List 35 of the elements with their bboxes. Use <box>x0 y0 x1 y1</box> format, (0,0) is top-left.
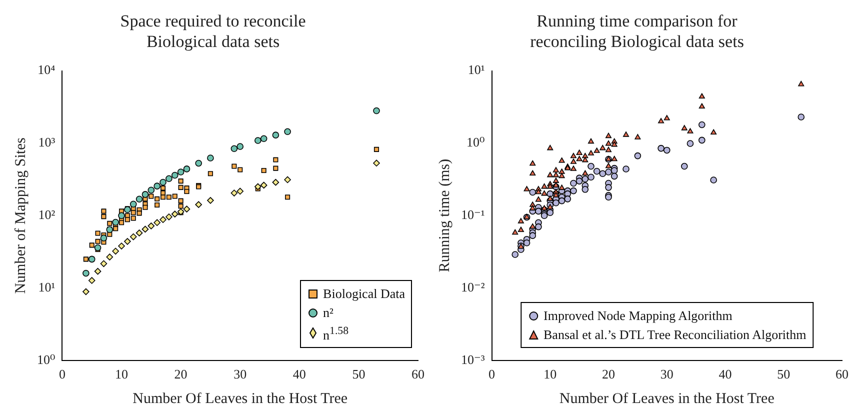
x-tick-label: 60 <box>836 366 848 382</box>
y-tick-label: 10⁴ <box>38 62 56 78</box>
chart-title: Running time comparison for reconciling Biological data sets <box>530 12 744 52</box>
x-tick-label: 30 <box>660 366 674 382</box>
legend-label: n$^{1.58}$ <box>323 324 348 344</box>
x-tick-label: 50 <box>777 366 790 382</box>
y-tick-label: 10² <box>38 207 56 222</box>
legend-label: Bansal et al.’s DTL Tree Reconciliation Algorithm <box>544 326 806 344</box>
x-tick-label: 20 <box>174 366 188 382</box>
y-tick-label: 10⁰ <box>36 352 56 367</box>
legend-label: n² <box>323 304 334 322</box>
legend-label: Biological Data <box>323 285 405 304</box>
y-tick-label: 10⁻³ <box>460 352 485 367</box>
y-tick-label: 10¹ <box>38 279 56 294</box>
x-tick-label: 60 <box>412 366 424 382</box>
y-tick-label: 10¹ <box>468 62 485 78</box>
x-axis-title: Number Of Leaves in the Host Tree <box>132 390 348 407</box>
y-tick-label: 10⁻² <box>460 279 485 294</box>
x-tick-label: 0 <box>488 366 496 382</box>
x-tick-label: 0 <box>58 366 66 382</box>
x-tick-label: 30 <box>234 366 247 382</box>
y-tick-label: 10⁰ <box>466 134 485 150</box>
x-tick-label: 40 <box>292 366 306 382</box>
x-tick-label: 10 <box>544 366 557 382</box>
x-tick-label: 10 <box>115 366 128 382</box>
y-axis-title: Number of Mapping Sites <box>12 137 29 294</box>
x-tick-label: 50 <box>352 366 366 382</box>
y-axis-title: Running time (ms) <box>436 158 453 272</box>
x-tick-label: 40 <box>718 366 732 382</box>
legend-label: Improved Node Mapping Algorithm <box>544 307 732 326</box>
chart-title: Space required to reconcile Biological data sets <box>120 12 306 52</box>
y-tick-label: 10³ <box>38 134 56 150</box>
x-axis-title: Number Of Leaves in the Host Tree <box>559 390 775 407</box>
y-tick-label: 10⁻¹ <box>460 207 485 222</box>
x-tick-label: 20 <box>602 366 616 382</box>
